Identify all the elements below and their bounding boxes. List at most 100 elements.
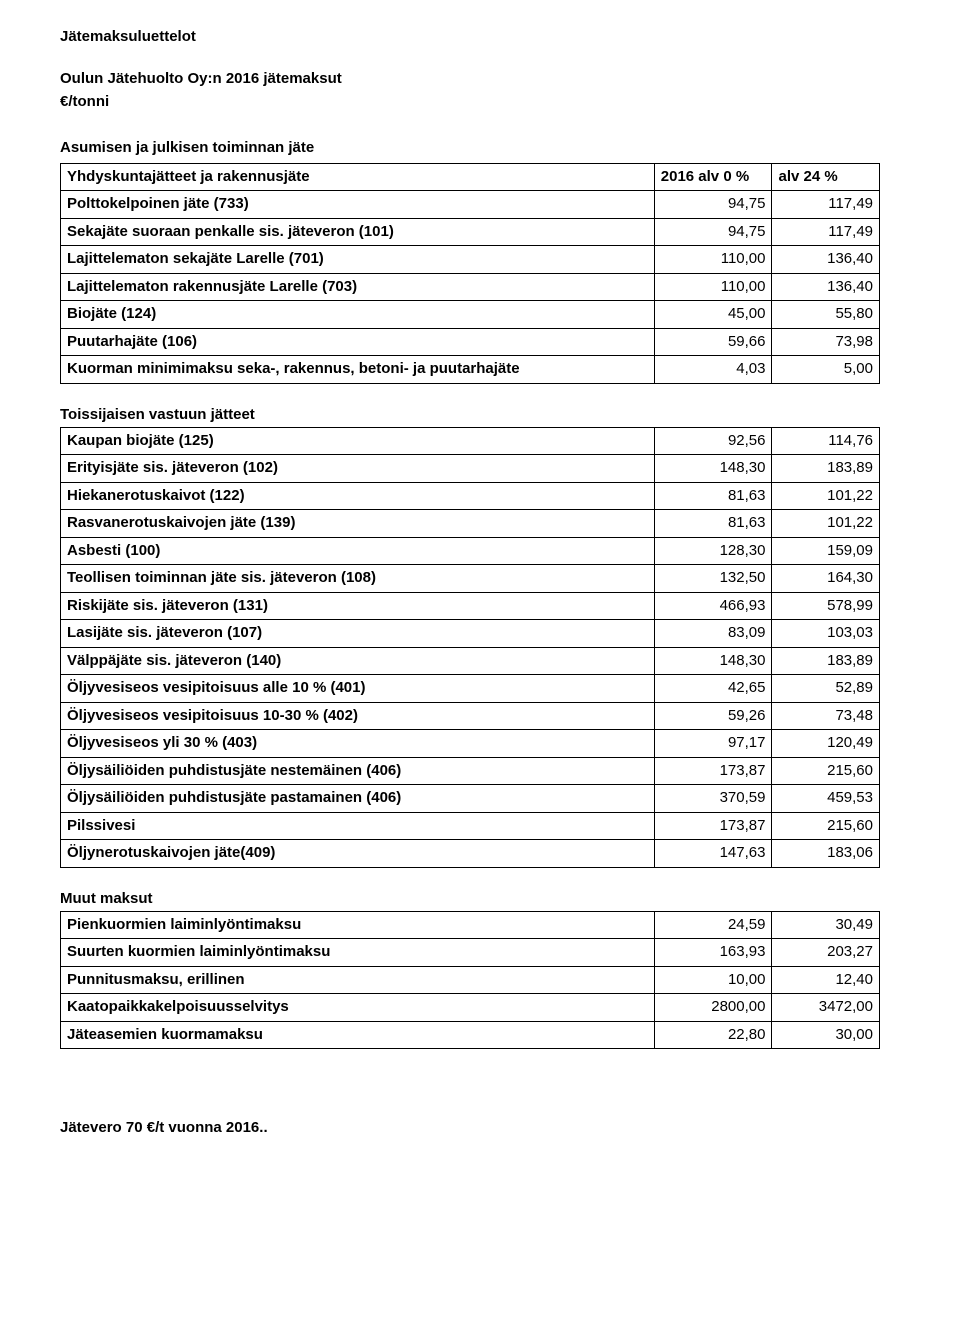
footer-note: Jätevero 70 €/t vuonna 2016.. — [60, 1119, 900, 1136]
row-label: Öljyvesiseos vesipitoisuus alle 10 % (40… — [61, 675, 655, 703]
row-label: Pienkuormien laiminlyöntimaksu — [61, 911, 655, 939]
row-value-alv0: 59,26 — [654, 702, 772, 730]
row-label: Suurten kuormien laiminlyöntimaksu — [61, 939, 655, 967]
row-value-alv0: 59,66 — [654, 328, 772, 356]
row-value-alv24: 101,22 — [772, 482, 880, 510]
table-row: Asbesti (100)128,30159,09 — [61, 537, 880, 565]
row-label: Öljyvesiseos yli 30 % (403) — [61, 730, 655, 758]
col-header-alv0: 2016 alv 0 % — [654, 163, 772, 191]
row-label: Öljysäiliöiden puhdistusjäte pastamainen… — [61, 785, 655, 813]
table-row: Biojäte (124)45,0055,80 — [61, 301, 880, 329]
intro-line-1: Oulun Jätehuolto Oy:n 2016 jätemaksut — [60, 67, 900, 90]
table-toissijaisen: Kaupan biojäte (125)92,56114,76Erityisjä… — [60, 427, 880, 868]
row-value-alv0: 132,50 — [654, 565, 772, 593]
row-value-alv0: 163,93 — [654, 939, 772, 967]
table-row: Polttokelpoinen jäte (733)94,75117,49 — [61, 191, 880, 219]
row-label: Rasvanerotuskaivojen jäte (139) — [61, 510, 655, 538]
row-value-alv24: 215,60 — [772, 812, 880, 840]
row-value-alv24: 73,48 — [772, 702, 880, 730]
row-label: Hiekanerotuskaivot (122) — [61, 482, 655, 510]
row-label: Teollisen toiminnan jäte sis. jäteveron … — [61, 565, 655, 593]
table-row: Erityisjäte sis. jäteveron (102)148,3018… — [61, 455, 880, 483]
table-row: Öljyvesiseos yli 30 % (403)97,17120,49 — [61, 730, 880, 758]
row-value-alv24: 164,30 — [772, 565, 880, 593]
table-row: Riskijäte sis. jäteveron (131)466,93578,… — [61, 592, 880, 620]
table-row: Lasijäte sis. jäteveron (107)83,09103,03 — [61, 620, 880, 648]
row-label: Polttokelpoinen jäte (733) — [61, 191, 655, 219]
row-value-alv24: 120,49 — [772, 730, 880, 758]
row-label: Kaatopaikkakelpoisuusselvitys — [61, 994, 655, 1022]
row-value-alv0: 42,65 — [654, 675, 772, 703]
table-row: Punnitusmaksu, erillinen10,0012,40 — [61, 966, 880, 994]
section-3-title: Muut maksut — [60, 890, 900, 907]
row-value-alv0: 81,63 — [654, 482, 772, 510]
table-row: Kaatopaikkakelpoisuusselvitys2800,003472… — [61, 994, 880, 1022]
row-value-alv24: 12,40 — [772, 966, 880, 994]
section-2-title: Toissijaisen vastuun jätteet — [60, 406, 900, 423]
table-row: Lajittelematon sekajäte Larelle (701)110… — [61, 246, 880, 274]
row-label: Öljynerotuskaivojen jäte(409) — [61, 840, 655, 868]
row-label: Välppäjäte sis. jäteveron (140) — [61, 647, 655, 675]
table-row: Jäteasemien kuormamaksu22,8030,00 — [61, 1021, 880, 1049]
row-value-alv24: 136,40 — [772, 246, 880, 274]
row-value-alv0: 148,30 — [654, 647, 772, 675]
intro-line-3: Asumisen ja julkisen toiminnan jäte — [60, 136, 900, 159]
table-row: Välppäjäte sis. jäteveron (140)148,30183… — [61, 647, 880, 675]
col-header-label: Yhdyskuntajätteet ja rakennusjäte — [61, 163, 655, 191]
row-label: Jäteasemien kuormamaksu — [61, 1021, 655, 1049]
table-header-row: Yhdyskuntajätteet ja rakennusjäte 2016 a… — [61, 163, 880, 191]
table-row: Lajittelematon rakennusjäte Larelle (703… — [61, 273, 880, 301]
row-value-alv0: 148,30 — [654, 455, 772, 483]
row-label: Lajittelematon sekajäte Larelle (701) — [61, 246, 655, 274]
row-value-alv24: 578,99 — [772, 592, 880, 620]
row-label: Puutarhajäte (106) — [61, 328, 655, 356]
row-value-alv0: 173,87 — [654, 757, 772, 785]
row-value-alv0: 370,59 — [654, 785, 772, 813]
row-value-alv0: 83,09 — [654, 620, 772, 648]
row-value-alv24: 5,00 — [772, 356, 880, 384]
row-label: Lasijäte sis. jäteveron (107) — [61, 620, 655, 648]
table-row: Kaupan biojäte (125)92,56114,76 — [61, 427, 880, 455]
table-yhdyskuntajatteet: Yhdyskuntajätteet ja rakennusjäte 2016 a… — [60, 163, 880, 384]
row-value-alv24: 30,00 — [772, 1021, 880, 1049]
row-value-alv24: 459,53 — [772, 785, 880, 813]
row-value-alv24: 114,76 — [772, 427, 880, 455]
row-value-alv0: 466,93 — [654, 592, 772, 620]
row-label: Biojäte (124) — [61, 301, 655, 329]
table-row: Öljyvesiseos vesipitoisuus alle 10 % (40… — [61, 675, 880, 703]
row-value-alv0: 94,75 — [654, 218, 772, 246]
row-label: Kaupan biojäte (125) — [61, 427, 655, 455]
row-label: Punnitusmaksu, erillinen — [61, 966, 655, 994]
document-page: Jätemaksuluettelot Oulun Jätehuolto Oy:n… — [0, 0, 960, 1176]
row-value-alv24: 215,60 — [772, 757, 880, 785]
row-value-alv24: 103,03 — [772, 620, 880, 648]
row-value-alv0: 4,03 — [654, 356, 772, 384]
row-value-alv0: 10,00 — [654, 966, 772, 994]
table-row: Teollisen toiminnan jäte sis. jäteveron … — [61, 565, 880, 593]
col-header-alv24: alv 24 % — [772, 163, 880, 191]
page-title: Jätemaksuluettelot — [60, 28, 900, 45]
row-label: Pilssivesi — [61, 812, 655, 840]
row-value-alv0: 173,87 — [654, 812, 772, 840]
row-value-alv24: 183,89 — [772, 455, 880, 483]
table-row: Suurten kuormien laiminlyöntimaksu163,93… — [61, 939, 880, 967]
table-muut-maksut: Pienkuormien laiminlyöntimaksu24,5930,49… — [60, 911, 880, 1050]
row-value-alv0: 147,63 — [654, 840, 772, 868]
row-label: Öljysäiliöiden puhdistusjäte nestemäinen… — [61, 757, 655, 785]
row-value-alv24: 52,89 — [772, 675, 880, 703]
row-label: Kuorman minimimaksu seka-, rakennus, bet… — [61, 356, 655, 384]
table-row: Pienkuormien laiminlyöntimaksu24,5930,49 — [61, 911, 880, 939]
row-label: Asbesti (100) — [61, 537, 655, 565]
table-row: Pilssivesi173,87215,60 — [61, 812, 880, 840]
intro-line-2: €/tonni — [60, 90, 900, 113]
row-value-alv24: 117,49 — [772, 191, 880, 219]
row-value-alv24: 30,49 — [772, 911, 880, 939]
table-row: Puutarhajäte (106)59,6673,98 — [61, 328, 880, 356]
row-value-alv24: 203,27 — [772, 939, 880, 967]
row-label: Lajittelematon rakennusjäte Larelle (703… — [61, 273, 655, 301]
row-label: Erityisjäte sis. jäteveron (102) — [61, 455, 655, 483]
row-value-alv0: 2800,00 — [654, 994, 772, 1022]
row-value-alv0: 45,00 — [654, 301, 772, 329]
row-value-alv24: 55,80 — [772, 301, 880, 329]
row-label: Sekajäte suoraan penkalle sis. jäteveron… — [61, 218, 655, 246]
